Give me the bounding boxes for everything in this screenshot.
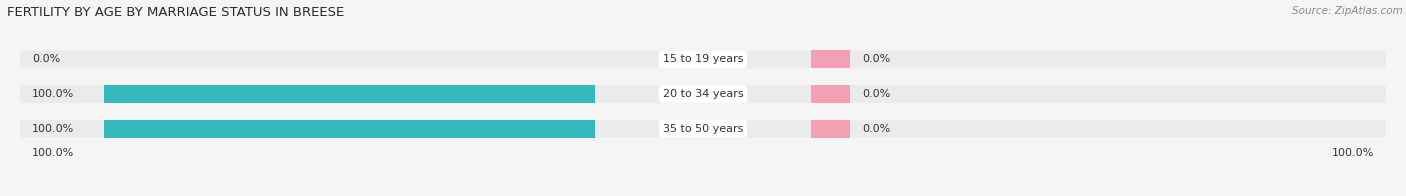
Text: 100.0%: 100.0%	[32, 124, 75, 134]
Text: Source: ZipAtlas.com: Source: ZipAtlas.com	[1292, 6, 1403, 16]
FancyBboxPatch shape	[20, 51, 1386, 68]
Text: 100.0%: 100.0%	[1331, 148, 1374, 158]
Bar	[104, 85, 595, 103]
FancyBboxPatch shape	[20, 120, 1386, 138]
Text: 15 to 19 years: 15 to 19 years	[662, 54, 744, 64]
Text: 0.0%: 0.0%	[862, 54, 890, 64]
Text: 100.0%: 100.0%	[32, 89, 75, 99]
Text: 0.0%: 0.0%	[862, 89, 890, 99]
Bar	[811, 85, 851, 103]
Text: 0.0%: 0.0%	[32, 54, 60, 64]
Bar	[811, 51, 851, 68]
Text: 100.0%: 100.0%	[32, 148, 75, 158]
Text: FERTILITY BY AGE BY MARRIAGE STATUS IN BREESE: FERTILITY BY AGE BY MARRIAGE STATUS IN B…	[7, 6, 344, 19]
Bar	[104, 120, 595, 138]
Text: 0.0%: 0.0%	[862, 124, 890, 134]
FancyBboxPatch shape	[20, 85, 1386, 103]
Text: 35 to 50 years: 35 to 50 years	[662, 124, 744, 134]
Bar	[811, 120, 851, 138]
Text: 20 to 34 years: 20 to 34 years	[662, 89, 744, 99]
